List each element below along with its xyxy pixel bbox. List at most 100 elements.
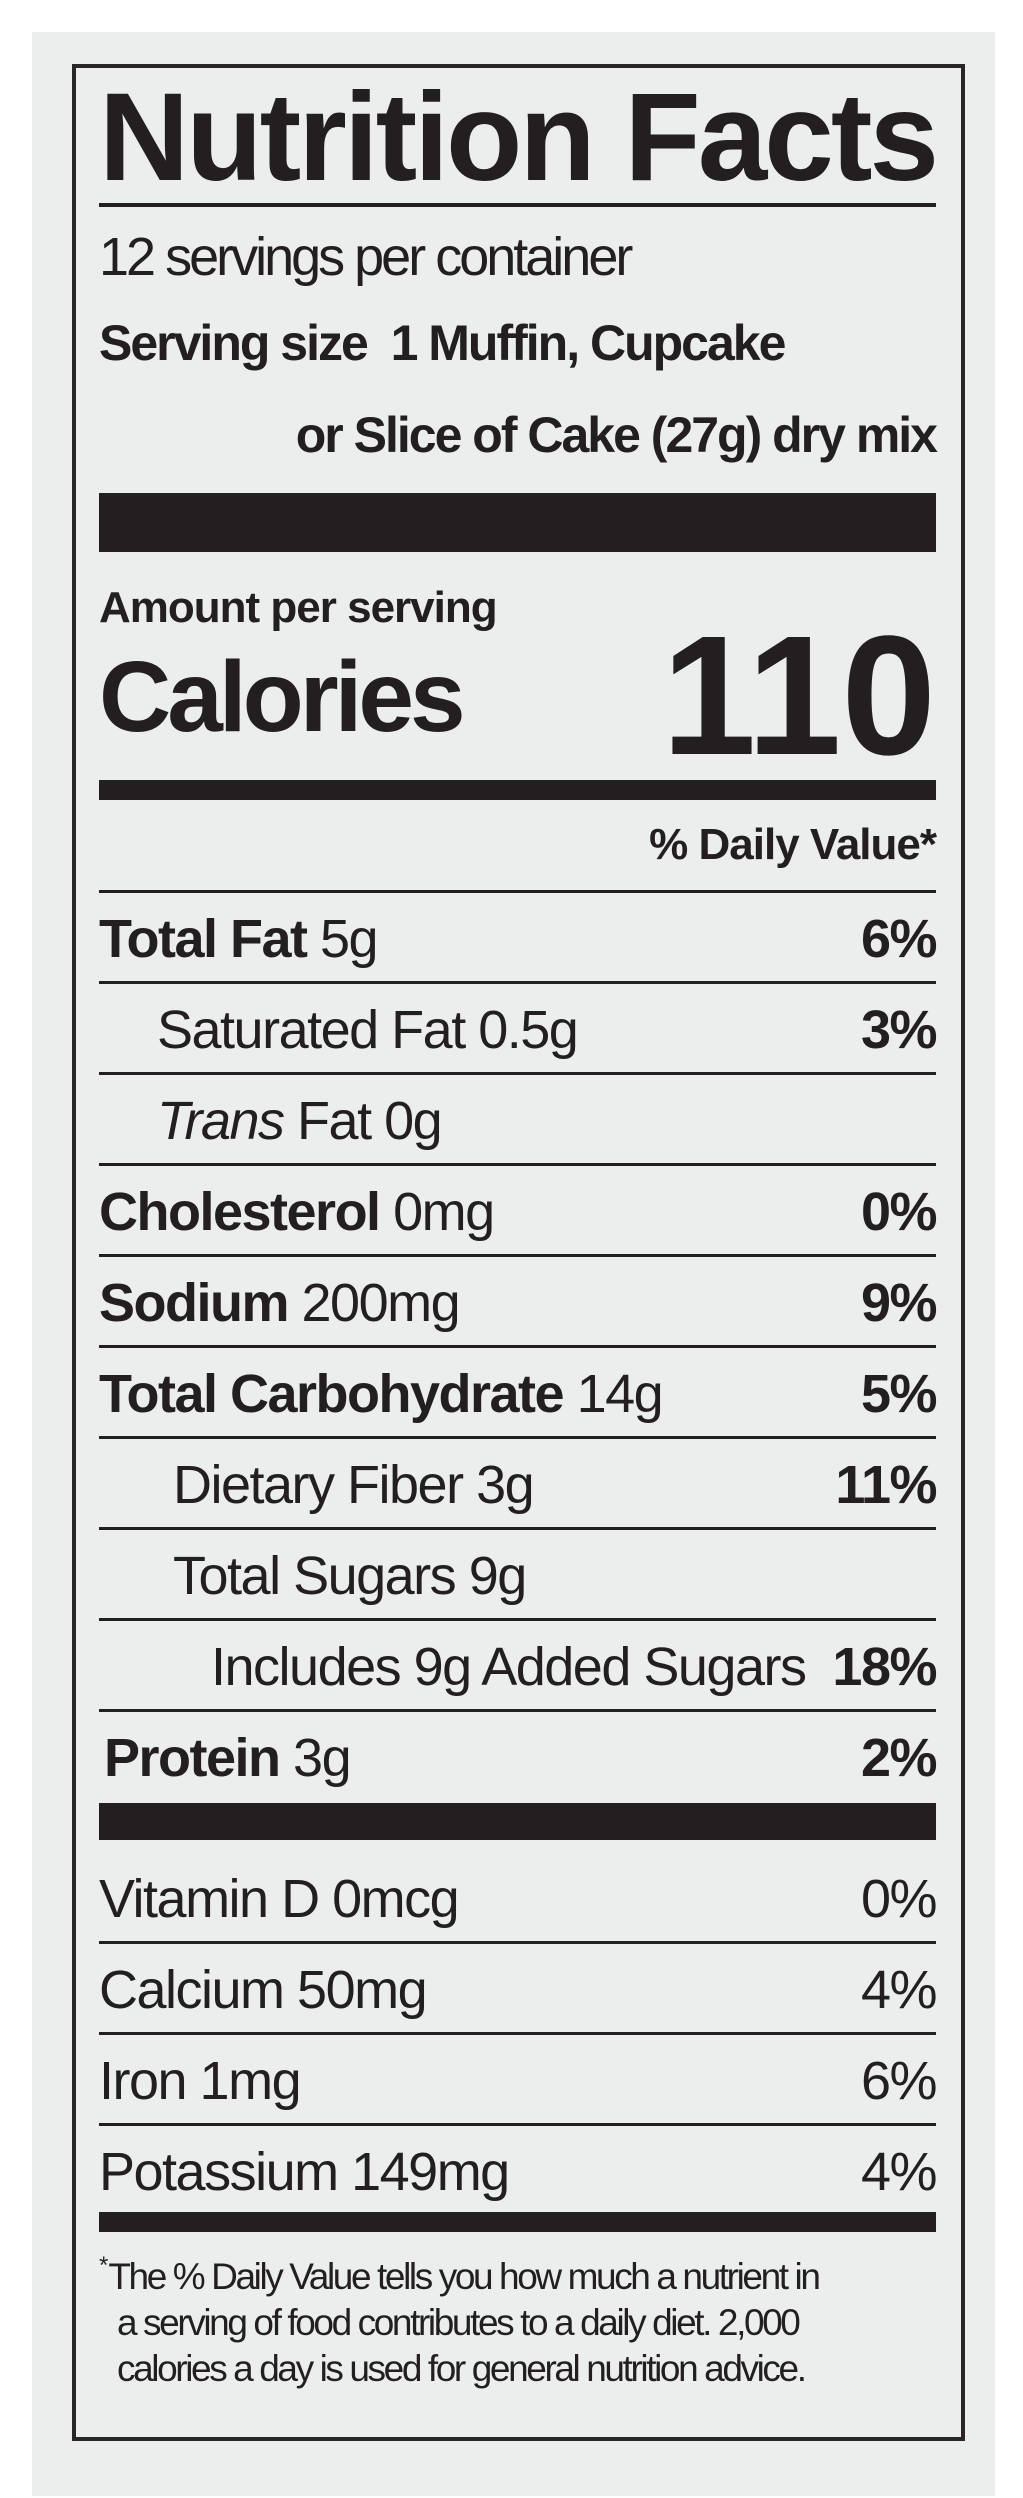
nutrient-dv: 11% — [835, 1439, 937, 1531]
nutrient-amount: 0g — [384, 1091, 443, 1151]
vitamin-label: Iron 1mg — [99, 2035, 302, 2127]
nutrient-name: Includes 9g Added Sugars — [211, 1637, 807, 1697]
thin-divider — [99, 890, 936, 893]
nutrient-name: Cholesterol — [99, 1182, 381, 1242]
nutrient-label: Includes 9g Added Sugars — [211, 1621, 807, 1713]
dv-text: 3% — [860, 1000, 938, 1060]
medium-divider — [99, 780, 936, 800]
dv-text: 5% — [860, 1364, 938, 1424]
nutrient-name-suffix: Fat — [297, 1091, 372, 1151]
dv-text: 11% — [835, 1455, 937, 1515]
vitamin-text: Calcium 50mg — [99, 1960, 428, 2020]
nutrient-amount: 14g — [576, 1364, 664, 1424]
nutrient-name: Total Carbohydrate — [99, 1364, 565, 1424]
nutrient-amount: 3g — [293, 1728, 352, 1788]
serving-size-line1: Serving size 1 Muffin, Cupcake — [99, 297, 936, 389]
vitamin-text: Potassium 149mg — [99, 2142, 510, 2202]
nutrient-row-saturated-fat: Saturated Fat 0.5g 3% — [99, 984, 938, 1076]
daily-value-header: % Daily Value* — [99, 800, 937, 890]
nutrient-name: Trans — [157, 1091, 285, 1151]
dv-text: 0% — [860, 1869, 938, 1929]
nutrient-row-total-carbohydrate: Total Carbohydrate 14g 5% — [99, 1348, 938, 1440]
serving-size-text-1: Serving size 1 Muffin, Cupcake — [99, 315, 786, 371]
nutrition-facts-label: Nutrition Facts 12 servings per containe… — [72, 64, 965, 2441]
nutrient-dv: 3% — [860, 984, 938, 1076]
vitamin-label: Calcium 50mg — [99, 1944, 428, 2036]
nutrient-label: Total Sugars 9g — [173, 1530, 527, 1622]
nutrient-label: Saturated Fat 0.5g — [157, 984, 579, 1076]
vitamin-text: Iron 1mg — [99, 2051, 302, 2111]
nutrient-amount: 3g — [476, 1455, 535, 1515]
nutrient-label: Total Carbohydrate 14g — [99, 1348, 664, 1440]
calories-value: 110 — [661, 601, 936, 791]
vitamin-dv: 6% — [860, 2035, 938, 2127]
servings-text: 12 servings per container — [99, 227, 633, 287]
calories-label: Calories — [99, 640, 466, 755]
dv-text: 0% — [860, 1182, 938, 1242]
dv-text: 4% — [860, 2142, 938, 2202]
footnote-line-1: *The % Daily Value tells you how much a … — [99, 2254, 936, 2300]
nutrient-row-cholesterol: Cholesterol 0mg 0% — [99, 1166, 938, 1258]
vitamin-label: Vitamin D 0mcg — [99, 1840, 460, 1958]
nutrient-row-trans-fat: Trans Fat 0g — [99, 1075, 936, 1166]
nutrient-dv: 5% — [860, 1348, 938, 1440]
nutrient-amount: 0.5g — [478, 1000, 579, 1060]
nutrient-row-dietary-fiber: Dietary Fiber 3g 11% — [99, 1439, 937, 1531]
vitamin-label: Potassium 149mg — [99, 2126, 510, 2218]
dv-text: 2% — [860, 1728, 938, 1788]
serving-size-text-2: or Slice of Cake (27g) dry mix — [295, 407, 938, 463]
dv-text: 9% — [860, 1273, 938, 1333]
nutrient-amount: 0mg — [393, 1182, 495, 1242]
nutrient-label: Protein 3g — [104, 1712, 352, 1804]
footnote-line: a serving of food contributes to a daily… — [117, 2302, 801, 2343]
nutrient-row-sodium: Sodium 200mg 9% — [99, 1257, 938, 1349]
nutrient-amount: 5g — [320, 909, 379, 969]
dv-text: 4% — [860, 1960, 938, 2020]
nutrient-label: Cholesterol 0mg — [99, 1166, 495, 1258]
vitamin-row-vitamin-d: Vitamin D 0mcg 0% — [99, 1840, 938, 1944]
nutrient-row-protein: Protein 3g 2% — [99, 1712, 938, 1804]
title-text: Nutrition Facts — [99, 68, 939, 207]
nutrient-name: Sodium — [99, 1273, 290, 1333]
vitamin-row-iron: Iron 1mg 6% — [99, 2035, 938, 2127]
nutrient-label: Trans Fat 0g — [157, 1075, 443, 1167]
nutrient-row-total-fat: Total Fat 5g 6% — [99, 893, 938, 985]
nutrient-dv: 18% — [832, 1621, 937, 1713]
nutrient-row-added-sugars: Includes 9g Added Sugars 18% — [99, 1621, 937, 1713]
serving-size-line2: or Slice of Cake (27g) dry mix — [99, 389, 938, 481]
calories-row: Calories 110 — [99, 611, 936, 781]
dv-text: 6% — [860, 909, 938, 969]
nutrient-name: Total Fat — [99, 909, 308, 969]
vitamin-dv: 0% — [860, 1840, 938, 1958]
thick-divider — [99, 493, 936, 552]
label-background — [32, 32, 995, 2496]
footnote-line: The % Daily Value tells you how much a n… — [108, 2256, 821, 2297]
nutrient-label: Total Fat 5g — [99, 893, 379, 985]
nutrient-dv: 0% — [860, 1166, 938, 1258]
nutrient-dv: 2% — [860, 1712, 938, 1804]
daily-value-header-text: % Daily Value* — [649, 820, 937, 869]
nutrient-name: Protein — [104, 1728, 281, 1788]
footnote-divider — [99, 2212, 936, 2232]
nutrient-name: Saturated Fat — [157, 1000, 466, 1060]
footnote-line: calories a day is used for general nutri… — [117, 2348, 807, 2389]
amount-per-serving: Amount per serving — [99, 560, 936, 640]
nutrient-dv: 9% — [860, 1257, 938, 1349]
nutrient-row-total-sugars: Total Sugars 9g — [99, 1530, 936, 1621]
title-rule — [99, 203, 936, 207]
calories-label-text: Calories — [99, 641, 466, 753]
nutrient-label: Sodium 200mg — [99, 1257, 461, 1349]
nutrient-name: Total Sugars — [173, 1546, 457, 1606]
vitamin-row-calcium: Calcium 50mg 4% — [99, 1944, 938, 2036]
vitamin-row-potassium: Potassium 149mg 4% — [99, 2126, 938, 2212]
thick-divider-vitamins — [99, 1803, 936, 1840]
label-title: Nutrition Facts — [99, 68, 939, 207]
nutrient-amount: 200mg — [301, 1273, 461, 1333]
vitamin-text: Vitamin D 0mcg — [99, 1869, 460, 1929]
vitamin-dv: 4% — [860, 2126, 938, 2218]
nutrient-dv: 6% — [860, 893, 938, 985]
amount-per-serving-text: Amount per serving — [99, 583, 498, 632]
dv-text: 6% — [860, 2051, 938, 2111]
nutrient-name: Dietary Fiber — [173, 1455, 464, 1515]
vitamin-dv: 4% — [860, 1944, 938, 2036]
